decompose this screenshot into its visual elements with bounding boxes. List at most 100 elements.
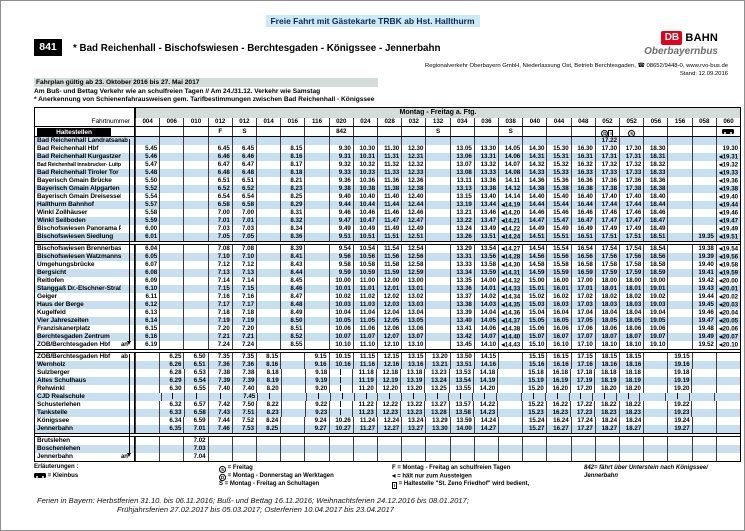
station-suffix [121, 333, 134, 341]
time-cell: 5.58 [135, 209, 159, 217]
time-cell [667, 285, 691, 293]
time-cell [159, 341, 183, 349]
time-cell: 10.33 [352, 169, 377, 177]
time-cell: 12.02 [377, 293, 401, 301]
time-cell: 16.33 [570, 169, 595, 177]
time-cell: 18.27 [619, 425, 643, 433]
time-cell [183, 333, 207, 341]
time-cell: 15.03 [522, 301, 546, 309]
time-cell: ◀14.22 [498, 225, 522, 233]
time-cell [667, 317, 691, 325]
station-suffix [121, 317, 134, 325]
time-cell [256, 261, 280, 269]
time-cell [330, 393, 354, 401]
time-cell: 13.37 [449, 293, 474, 301]
time-cell: 16.10 [546, 341, 570, 349]
time-cell: ◀14.34 [498, 293, 522, 301]
time-cell: 14.06 [473, 325, 498, 333]
non-stop-mark [172, 393, 174, 399]
symbol-label: F [392, 465, 396, 471]
time-cell: 11.03 [352, 301, 377, 309]
station-name: Umgehungsbrücke [37, 261, 95, 268]
time-cell: 17.59 [619, 269, 643, 277]
station-name: Bad Reichenhall Innsbrucker- Luitpoldstr… [37, 162, 121, 168]
station-name: Bad Reichenhall Landratsamt [37, 137, 121, 144]
time-cell: 14.59 [522, 269, 546, 277]
time-cell: 14.40 [522, 193, 546, 201]
time-cell [691, 185, 716, 193]
time-cell: 13.19 [449, 201, 474, 209]
time-cell: 14.07 [498, 161, 522, 169]
time-cell: 17.24 [570, 417, 595, 425]
station-cell: Bergsicht [35, 269, 135, 277]
table-row: Bad Reichenhall Hbf 5.45 6.45 6.45 8.15 9.30 1… [35, 145, 740, 153]
time-cell: 13.13 [449, 185, 474, 193]
time-cell: 13.07 [449, 161, 474, 169]
time-cell [159, 137, 183, 145]
time-cell [280, 361, 304, 369]
time-cell: 7.14 [207, 277, 232, 285]
time-cell: 9.40 [328, 193, 353, 201]
time-cell: 18.22 [594, 401, 618, 409]
time-cell [207, 137, 232, 145]
time-cell: 16.07 [546, 333, 570, 341]
time-cell: 8.47 [280, 293, 304, 301]
time-cell [304, 317, 328, 325]
time-cell: 12.33 [401, 169, 425, 177]
symbol-label: F [218, 128, 223, 135]
time-cell: 10.56 [352, 253, 377, 261]
time-cell [594, 445, 619, 453]
time-cell [497, 377, 521, 385]
time-cell: 13.30 [425, 425, 449, 433]
time-cell [522, 445, 546, 453]
exit-only-icon: ◀ [501, 318, 505, 323]
time-cell: 14.56 [522, 253, 546, 261]
time-cell: 13.21 [449, 209, 474, 217]
time-cell: 14.33 [522, 169, 546, 177]
table-row: Kugelfeld 6.13 7.18 7.18 8.49 10.04 11.04 12.04… [35, 309, 740, 317]
time-cell: 15.51 [546, 233, 570, 241]
time-cell: 8.31 [280, 209, 304, 217]
time-cell: ◀14.35 [498, 301, 522, 309]
time-cell: 10.26 [328, 417, 353, 425]
time-cell: 15.40 [546, 193, 570, 201]
time-cell: 14.01 [473, 285, 498, 293]
time-cell [159, 217, 183, 225]
time-cell: 14.11 [498, 177, 522, 185]
time-cell: 6.08 [135, 269, 159, 277]
time-cell [135, 437, 159, 445]
time-cell: 16.20 [545, 385, 570, 393]
time-cell: 19.02 [643, 293, 667, 301]
time-cell: 5.57 [135, 201, 159, 209]
time-cell [352, 437, 377, 445]
table-row: Franziskanerplatz 6.15 7.20 7.20 8.51 10.06 11… [35, 325, 740, 333]
time-cell [159, 161, 183, 169]
station-cell: Bad Reichenhall Hbf [35, 145, 135, 153]
time-cell: 15.16 [522, 361, 546, 369]
trip-symbol-cell [183, 127, 207, 136]
station-suffix: an [121, 454, 128, 460]
time-cell: 7.01 [231, 217, 256, 225]
time-cell [449, 437, 474, 445]
time-cell: 10.03 [328, 301, 353, 309]
time-cell: 16.15 [546, 353, 570, 361]
time-cell: 16.22 [545, 401, 570, 409]
time-cell: ◀20.02 [715, 293, 740, 301]
trip-number: 028 [377, 118, 401, 126]
time-cell [665, 393, 689, 401]
time-cell: 14.32 [522, 161, 546, 169]
time-cell [495, 393, 522, 401]
time-cell: 14.05 [498, 145, 522, 153]
time-cell [328, 453, 353, 461]
table-row: Bayerisch Gmain Alpgarten 5.52 6.52 6.52 8.2… [35, 185, 740, 193]
haltestellen-cell: Haltestellen [35, 127, 135, 136]
non-stop-mark [340, 377, 342, 383]
station-name: Winkl Seilboden [37, 217, 86, 224]
time-cell: 17.58 [594, 261, 619, 269]
time-cell [667, 137, 691, 145]
exit-only-icon: ◀ [719, 202, 723, 207]
time-cell: 15.23 [521, 409, 546, 417]
time-cell: 17.23 [570, 409, 594, 417]
time-cell: 12.58 [401, 261, 425, 269]
time-cell: 9.38 [328, 185, 353, 193]
